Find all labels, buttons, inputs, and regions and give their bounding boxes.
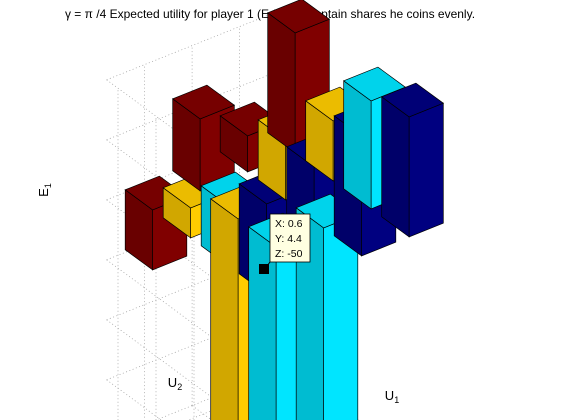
bar-side-face <box>210 198 239 420</box>
data-tip-box <box>269 213 311 263</box>
bar-top-face <box>171 84 236 120</box>
bar-side-face <box>381 96 410 238</box>
bar-top-face <box>266 0 331 34</box>
title-main: γ = π /4 Expected utility for player 1 (… <box>65 7 269 21</box>
bar-front-face <box>408 102 444 238</box>
data-tip-y: Y: 4.4 <box>275 233 302 245</box>
left-wall-gridline <box>106 379 162 420</box>
data-tip[interactable]: X: 0.6 Y: 4.4 Z: -50 <box>259 213 311 274</box>
bar-side-face <box>343 80 372 210</box>
y-axis-label: U2 <box>168 375 182 392</box>
data-tip-x: X: 0.6 <box>275 218 303 230</box>
z-axis-label: E1 <box>36 183 53 197</box>
data-tip-marker[interactable] <box>259 264 269 274</box>
data-tip-z: Z: -50 <box>275 248 303 260</box>
bar <box>380 82 445 238</box>
bars <box>124 0 445 420</box>
bar-top-face <box>380 82 445 118</box>
x-axis-label: U1 <box>385 388 399 405</box>
bar <box>295 193 359 420</box>
bar-side-face <box>267 12 296 154</box>
